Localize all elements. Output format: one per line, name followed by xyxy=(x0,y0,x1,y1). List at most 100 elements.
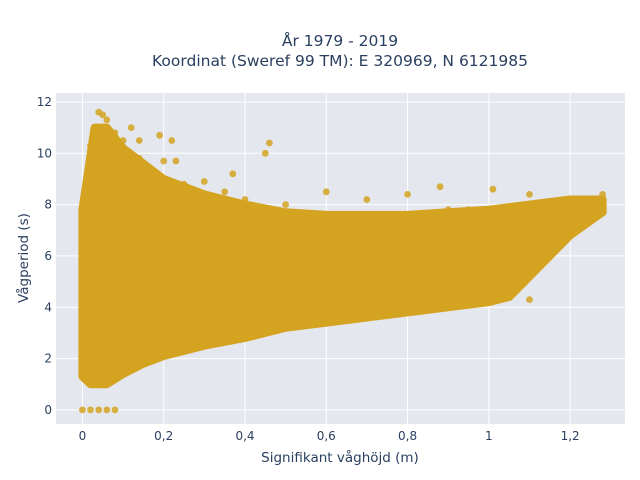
x-tick-label: 0,2 xyxy=(154,429,173,443)
data-point xyxy=(383,306,391,314)
data-point xyxy=(505,252,513,260)
data-point xyxy=(79,355,86,362)
data-point xyxy=(241,239,249,247)
data-point xyxy=(444,298,452,306)
data-point xyxy=(87,303,94,311)
data-point xyxy=(363,196,371,203)
data-point xyxy=(229,170,237,178)
y-axis-label: Vågperiod (s) xyxy=(15,213,32,303)
data-point xyxy=(99,111,107,119)
data-point xyxy=(200,303,208,311)
point-cloud-body xyxy=(78,123,607,389)
data-point xyxy=(87,162,94,170)
data-point xyxy=(79,278,86,285)
data-point xyxy=(79,406,86,414)
data-point xyxy=(160,350,168,357)
data-point xyxy=(200,178,208,185)
data-point xyxy=(103,316,111,324)
data-point xyxy=(135,303,143,311)
x-tick-label: 0,4 xyxy=(235,429,254,443)
data-point xyxy=(261,214,269,221)
data-point xyxy=(282,321,289,329)
data-point xyxy=(111,162,119,170)
data-points xyxy=(79,108,606,414)
data-point xyxy=(144,214,151,221)
data-point xyxy=(436,183,444,191)
data-point xyxy=(424,301,432,309)
data-point xyxy=(127,124,135,131)
data-point xyxy=(566,201,574,209)
data-point xyxy=(144,355,151,362)
data-point xyxy=(302,214,310,221)
data-point xyxy=(526,296,533,303)
data-point xyxy=(87,380,94,388)
data-point xyxy=(221,278,229,285)
data-point xyxy=(103,252,111,260)
data-point xyxy=(103,188,111,196)
data-point xyxy=(587,198,594,206)
data-point xyxy=(302,252,310,260)
data-point xyxy=(119,316,127,324)
data-point xyxy=(302,303,310,311)
data-point xyxy=(261,149,269,157)
data-point xyxy=(103,406,111,414)
data-point xyxy=(172,157,180,165)
data-point xyxy=(95,375,103,383)
data-point xyxy=(546,208,554,216)
data-point xyxy=(168,137,176,144)
data-point xyxy=(79,247,86,255)
data-point xyxy=(363,252,371,260)
data-point xyxy=(465,296,472,303)
data-point xyxy=(87,265,94,273)
y-tick-label: 0 xyxy=(44,403,52,417)
data-point xyxy=(200,201,208,209)
data-point xyxy=(322,211,330,219)
data-point xyxy=(156,131,164,139)
data-point xyxy=(180,180,188,188)
data-point xyxy=(282,226,289,234)
data-point xyxy=(526,191,533,198)
data-point xyxy=(144,167,151,175)
data-point xyxy=(363,216,371,224)
data-point xyxy=(505,214,513,221)
data-point xyxy=(587,211,594,219)
data-point xyxy=(160,185,168,193)
data-point xyxy=(79,208,86,216)
x-tick-label: 0,6 xyxy=(317,429,336,443)
data-point xyxy=(546,232,554,239)
data-point xyxy=(404,239,411,247)
data-point xyxy=(79,226,86,234)
data-point xyxy=(302,316,310,324)
data-point xyxy=(95,406,103,414)
data-point xyxy=(135,137,143,144)
y-tick-label: 8 xyxy=(44,198,52,212)
data-point xyxy=(505,291,513,298)
data-point xyxy=(363,298,371,306)
data-point xyxy=(221,226,229,234)
data-point xyxy=(180,214,188,221)
data-point xyxy=(111,239,119,247)
data-point xyxy=(363,309,371,316)
data-point xyxy=(87,142,94,150)
y-tick-label: 12 xyxy=(37,95,52,109)
data-point xyxy=(444,239,452,247)
data-point xyxy=(119,365,127,373)
y-tick-label: 10 xyxy=(37,146,52,160)
data-point xyxy=(95,278,103,285)
data-point xyxy=(241,329,249,337)
data-point xyxy=(103,378,111,386)
data-point xyxy=(135,360,143,368)
data-point xyxy=(282,201,289,209)
data-point xyxy=(343,311,350,319)
data-point xyxy=(144,278,151,285)
data-point xyxy=(95,137,103,144)
data-point xyxy=(241,291,249,298)
data-point xyxy=(87,342,94,350)
data-point xyxy=(160,157,168,165)
y-tick-label: 6 xyxy=(44,249,52,263)
data-point xyxy=(119,214,127,221)
data-point xyxy=(343,265,350,273)
data-point xyxy=(404,214,411,221)
x-axis-ticks: 0 0,2 0,4 0,6 0,8 1 1,2 xyxy=(79,429,580,443)
